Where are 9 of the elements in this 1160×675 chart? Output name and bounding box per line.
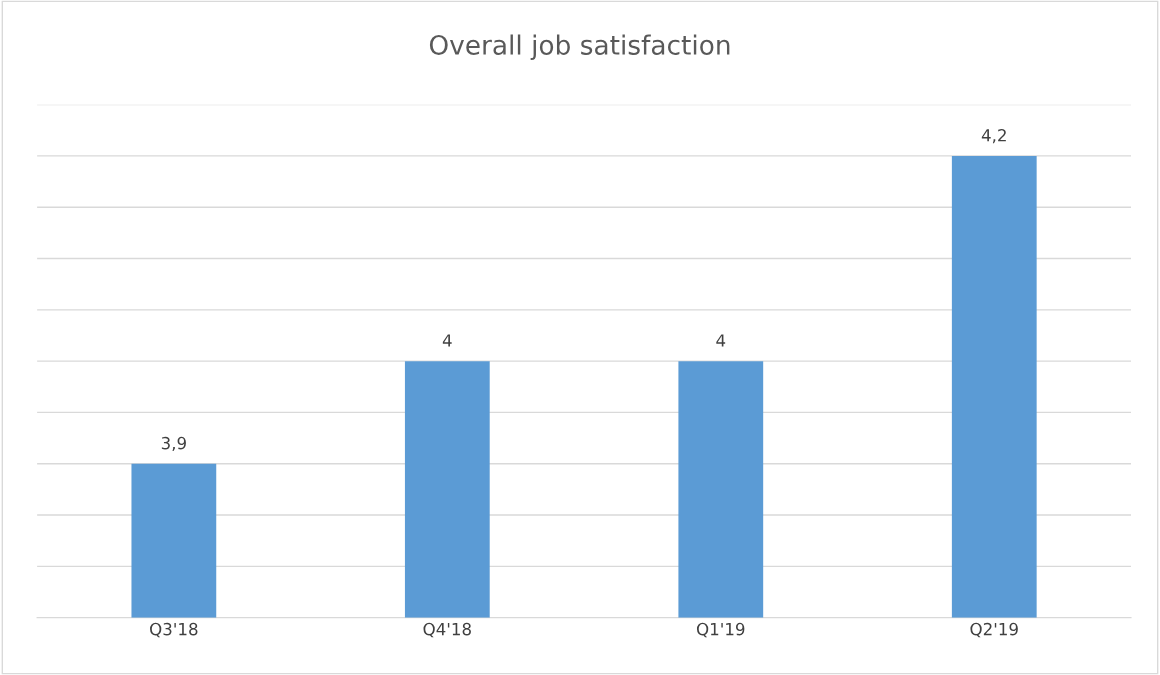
data-label: 4 [716, 334, 726, 347]
x-tick-label: Q2'19 [970, 622, 1018, 638]
x-tick-label: Q4'18 [423, 622, 471, 638]
data-label: 3,9 [161, 436, 186, 452]
x-tick-label: Q1'19 [696, 622, 745, 638]
data-label: 4,2 [981, 128, 1006, 144]
x-tick-label: Q3'18 [150, 622, 198, 638]
chart-title: Overall job satisfaction [429, 34, 730, 61]
data-label: 4 [442, 334, 452, 347]
